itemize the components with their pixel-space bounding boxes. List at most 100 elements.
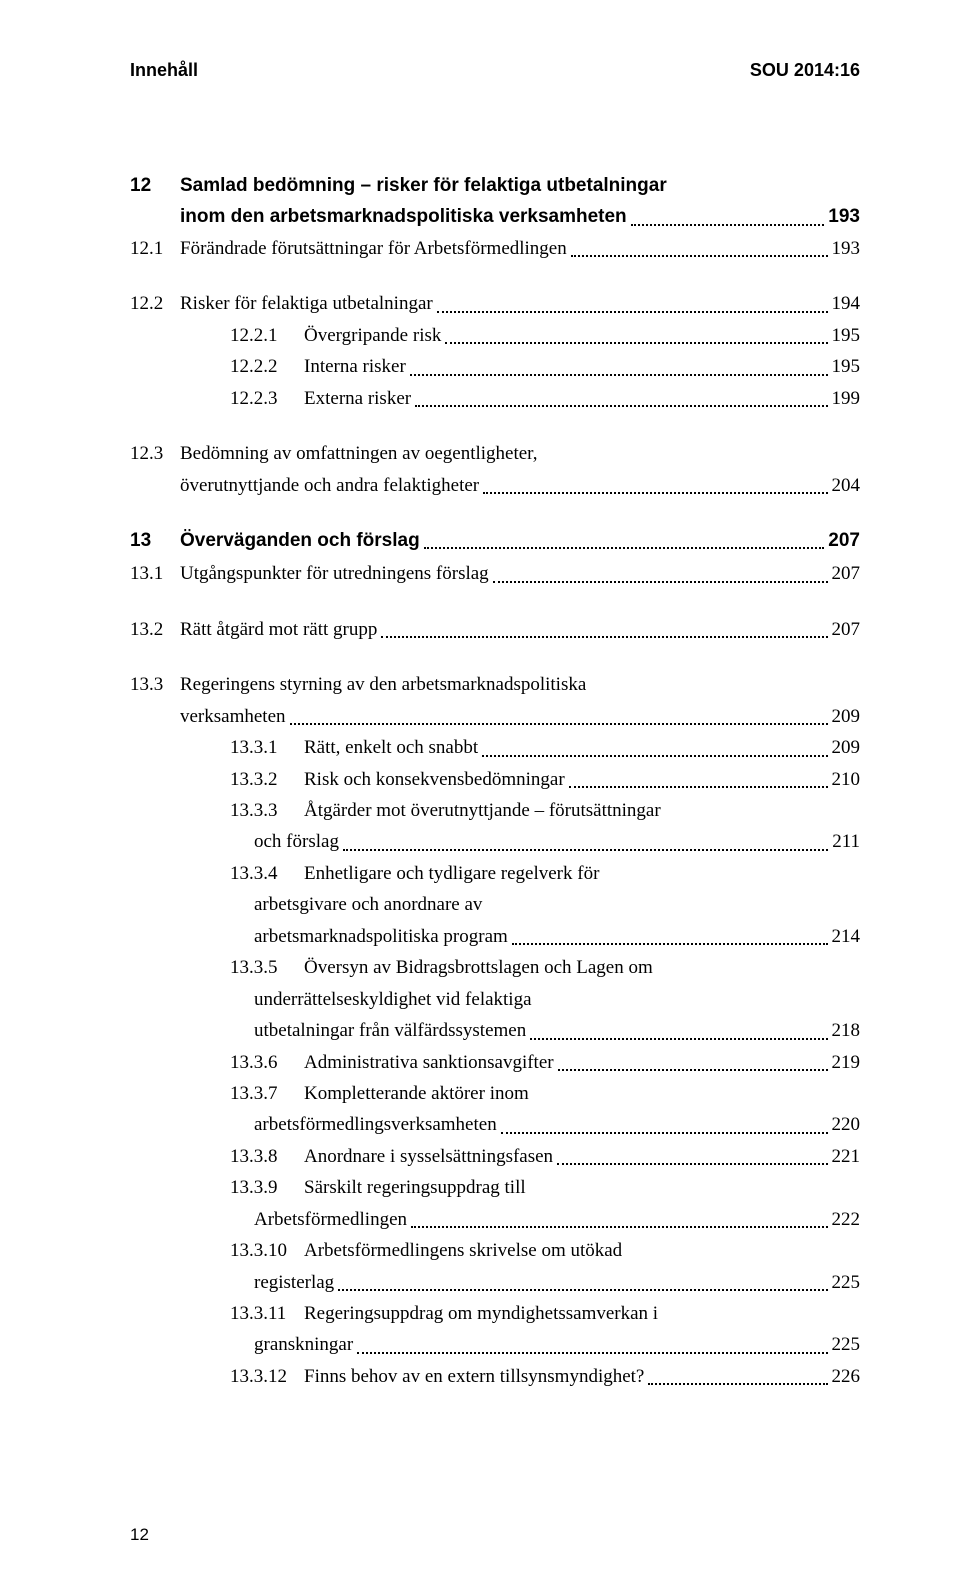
- toc-leader: [558, 1069, 828, 1071]
- toc-entry-page: 218: [832, 1016, 861, 1045]
- toc-entry-page: 207: [832, 615, 861, 644]
- toc-leader: [493, 581, 828, 583]
- toc-entry-page: 225: [832, 1268, 861, 1297]
- toc-leader: [381, 636, 827, 638]
- toc-leader: [411, 1226, 827, 1228]
- toc-entry-text: registerlag: [254, 1268, 334, 1297]
- toc-entry-text: verksamheten: [180, 702, 286, 731]
- toc-entry-number: 12.2.3: [180, 384, 304, 413]
- toc-entry-text: arbetsförmedlingsverksamheten: [254, 1110, 497, 1139]
- toc-entry-number: 12: [130, 171, 180, 200]
- toc-leader: [445, 342, 827, 344]
- toc-entry-text: Rätt, enkelt och snabbt: [304, 733, 478, 762]
- toc-entry-text: Överväganden och förslag: [180, 526, 420, 555]
- toc-entry-text: överutnyttjande och andra felaktigheter: [180, 471, 479, 500]
- toc-entry: 13.3.3Åtgärder mot överutnyttjande – för…: [130, 796, 860, 825]
- toc-entry: 12.2Risker för felaktiga utbetalningar19…: [130, 289, 860, 318]
- toc-entry-number: 12.1: [130, 234, 180, 263]
- header-right: SOU 2014:16: [750, 60, 860, 81]
- toc-entry-number: 13.3.3: [180, 796, 304, 825]
- page-header: Innehåll SOU 2014:16: [130, 60, 860, 81]
- toc-entry-page: 225: [832, 1330, 861, 1359]
- toc-leader: [571, 255, 828, 257]
- toc-entry: 13.3.4Enhetligare och tydligare regelver…: [130, 859, 860, 888]
- toc-entry-text: Risker för felaktiga utbetalningar: [180, 289, 433, 318]
- toc-entry-text: och förslag: [254, 827, 339, 856]
- toc-entry-text: inom den arbetsmarknadspolitiska verksam…: [180, 202, 627, 231]
- page-number: 12: [130, 1525, 149, 1545]
- toc-entry: 12.1Förändrade förutsättningar för Arbet…: [130, 234, 860, 263]
- toc-entry-number: 13.1: [130, 559, 180, 588]
- toc-entry-wrap: utbetalningar från välfärdssystemen 218: [130, 1016, 860, 1045]
- toc-entry-text: Regeringens styrning av den arbetsmarkna…: [180, 670, 586, 699]
- toc-entry-number: 13.2: [130, 615, 180, 644]
- toc-entry-number: 12.2.1: [180, 321, 304, 350]
- toc-entry: 13.3.7Kompletterande aktörer inom: [130, 1079, 860, 1108]
- toc-entry: 12Samlad bedömning – risker för felaktig…: [130, 171, 860, 200]
- toc-entry: 13.3.2Risk och konsekvensbedömningar210: [130, 765, 860, 794]
- toc-entry: 13.3.6Administrativa sanktionsavgifter 21…: [130, 1048, 860, 1077]
- toc-entry-wrap: Arbetsförmedlingen 222: [130, 1205, 860, 1234]
- toc-entry-number: 12.2.2: [180, 352, 304, 381]
- toc-entry-text: arbetsmarknadspolitiska program: [254, 922, 508, 951]
- toc-entry-number: 13.3.7: [180, 1079, 304, 1108]
- toc-entry-number: 13: [130, 526, 180, 555]
- toc-entry-page: 195: [832, 352, 861, 381]
- toc-entry-text: Risk och konsekvensbedömningar: [304, 765, 565, 794]
- toc-entry-text: Kompletterande aktörer inom: [304, 1079, 529, 1108]
- toc-entry-wrap: underrättelseskyldighet vid felaktiga: [130, 985, 860, 1014]
- toc-entry-text: Anordnare i sysselsättningsfasen: [304, 1142, 553, 1171]
- toc-entry: 13.3.11Regeringsuppdrag om myndighetssam…: [130, 1299, 860, 1328]
- toc-entry-page: 209: [832, 702, 861, 731]
- toc-entry-wrap: arbetsgivare och anordnare av: [130, 890, 860, 919]
- toc-entry-wrap: arbetsförmedlingsverksamheten220: [130, 1110, 860, 1139]
- toc-leader: [338, 1289, 827, 1291]
- toc-entry: 13.3.8Anordnare i sysselsättningsfasen 22…: [130, 1142, 860, 1171]
- toc-entry-number: 13.3.8: [180, 1142, 304, 1171]
- toc-leader: [415, 405, 827, 407]
- toc-leader: [631, 224, 825, 226]
- toc-entry-text: Finns behov av en extern tillsynsmyndigh…: [304, 1362, 644, 1391]
- toc-entry-number: 13.3.11: [180, 1299, 304, 1328]
- toc-entry-page: 211: [832, 827, 860, 856]
- toc-entry-page: 222: [832, 1205, 861, 1234]
- toc-entry-text: underrättelseskyldighet vid felaktiga: [254, 985, 532, 1014]
- toc-leader: [512, 943, 828, 945]
- toc-entry: 13Överväganden och förslag 207: [130, 526, 860, 555]
- toc-entry-text: Översyn av Bidragsbrottslagen och Lagen …: [304, 953, 653, 982]
- toc-entry-wrap: arbetsmarknadspolitiska program214: [130, 922, 860, 951]
- toc-leader: [569, 786, 828, 788]
- toc-entry-text: Administrativa sanktionsavgifter: [304, 1048, 554, 1077]
- toc-entry-page: 221: [832, 1142, 861, 1171]
- toc-entry-number: 13.3.4: [180, 859, 304, 888]
- toc-leader: [410, 374, 828, 376]
- toc-entry-text: Arbetsförmedlingen: [254, 1205, 407, 1234]
- toc-entry-text: Regeringsuppdrag om myndighetssamverkan …: [304, 1299, 658, 1328]
- toc-entry-text: Arbetsförmedlingens skrivelse om utökad: [304, 1236, 622, 1265]
- toc-entry-page: 194: [832, 289, 861, 318]
- toc-entry-page: 207: [828, 526, 860, 555]
- toc-entry-page: 226: [832, 1362, 861, 1391]
- toc-entry-text: Enhetligare och tydligare regelverk för: [304, 859, 599, 888]
- toc-entry-text: Särskilt regeringsuppdrag till: [304, 1173, 526, 1202]
- toc-entry-number: 13.3.9: [180, 1173, 304, 1202]
- toc-entry-wrap: registerlag 225: [130, 1268, 860, 1297]
- toc-leader: [437, 311, 828, 313]
- toc-entry-text: Övergripande risk: [304, 321, 441, 350]
- toc-entry-number: 13.3: [130, 670, 180, 699]
- toc-entry-page: 199: [832, 384, 861, 413]
- toc-entry-page: 193: [832, 234, 861, 263]
- toc-entry-number: 13.3.10: [180, 1236, 304, 1265]
- toc-leader: [357, 1352, 827, 1354]
- toc-leader: [482, 755, 827, 757]
- toc-entry-text: granskningar: [254, 1330, 353, 1359]
- toc-entry-page: 207: [832, 559, 861, 588]
- toc-entry-text: utbetalningar från välfärdssystemen: [254, 1016, 526, 1045]
- toc-entry-number: 13.3.6: [180, 1048, 304, 1077]
- toc-entry-page: 219: [832, 1048, 861, 1077]
- toc-entry-text: arbetsgivare och anordnare av: [254, 890, 482, 919]
- toc-leader: [424, 547, 825, 549]
- toc-leader: [343, 849, 828, 851]
- toc-entry: 12.3Bedömning av omfattningen av oegentl…: [130, 439, 860, 468]
- toc-entry: 13.2Rätt åtgärd mot rätt grupp207: [130, 615, 860, 644]
